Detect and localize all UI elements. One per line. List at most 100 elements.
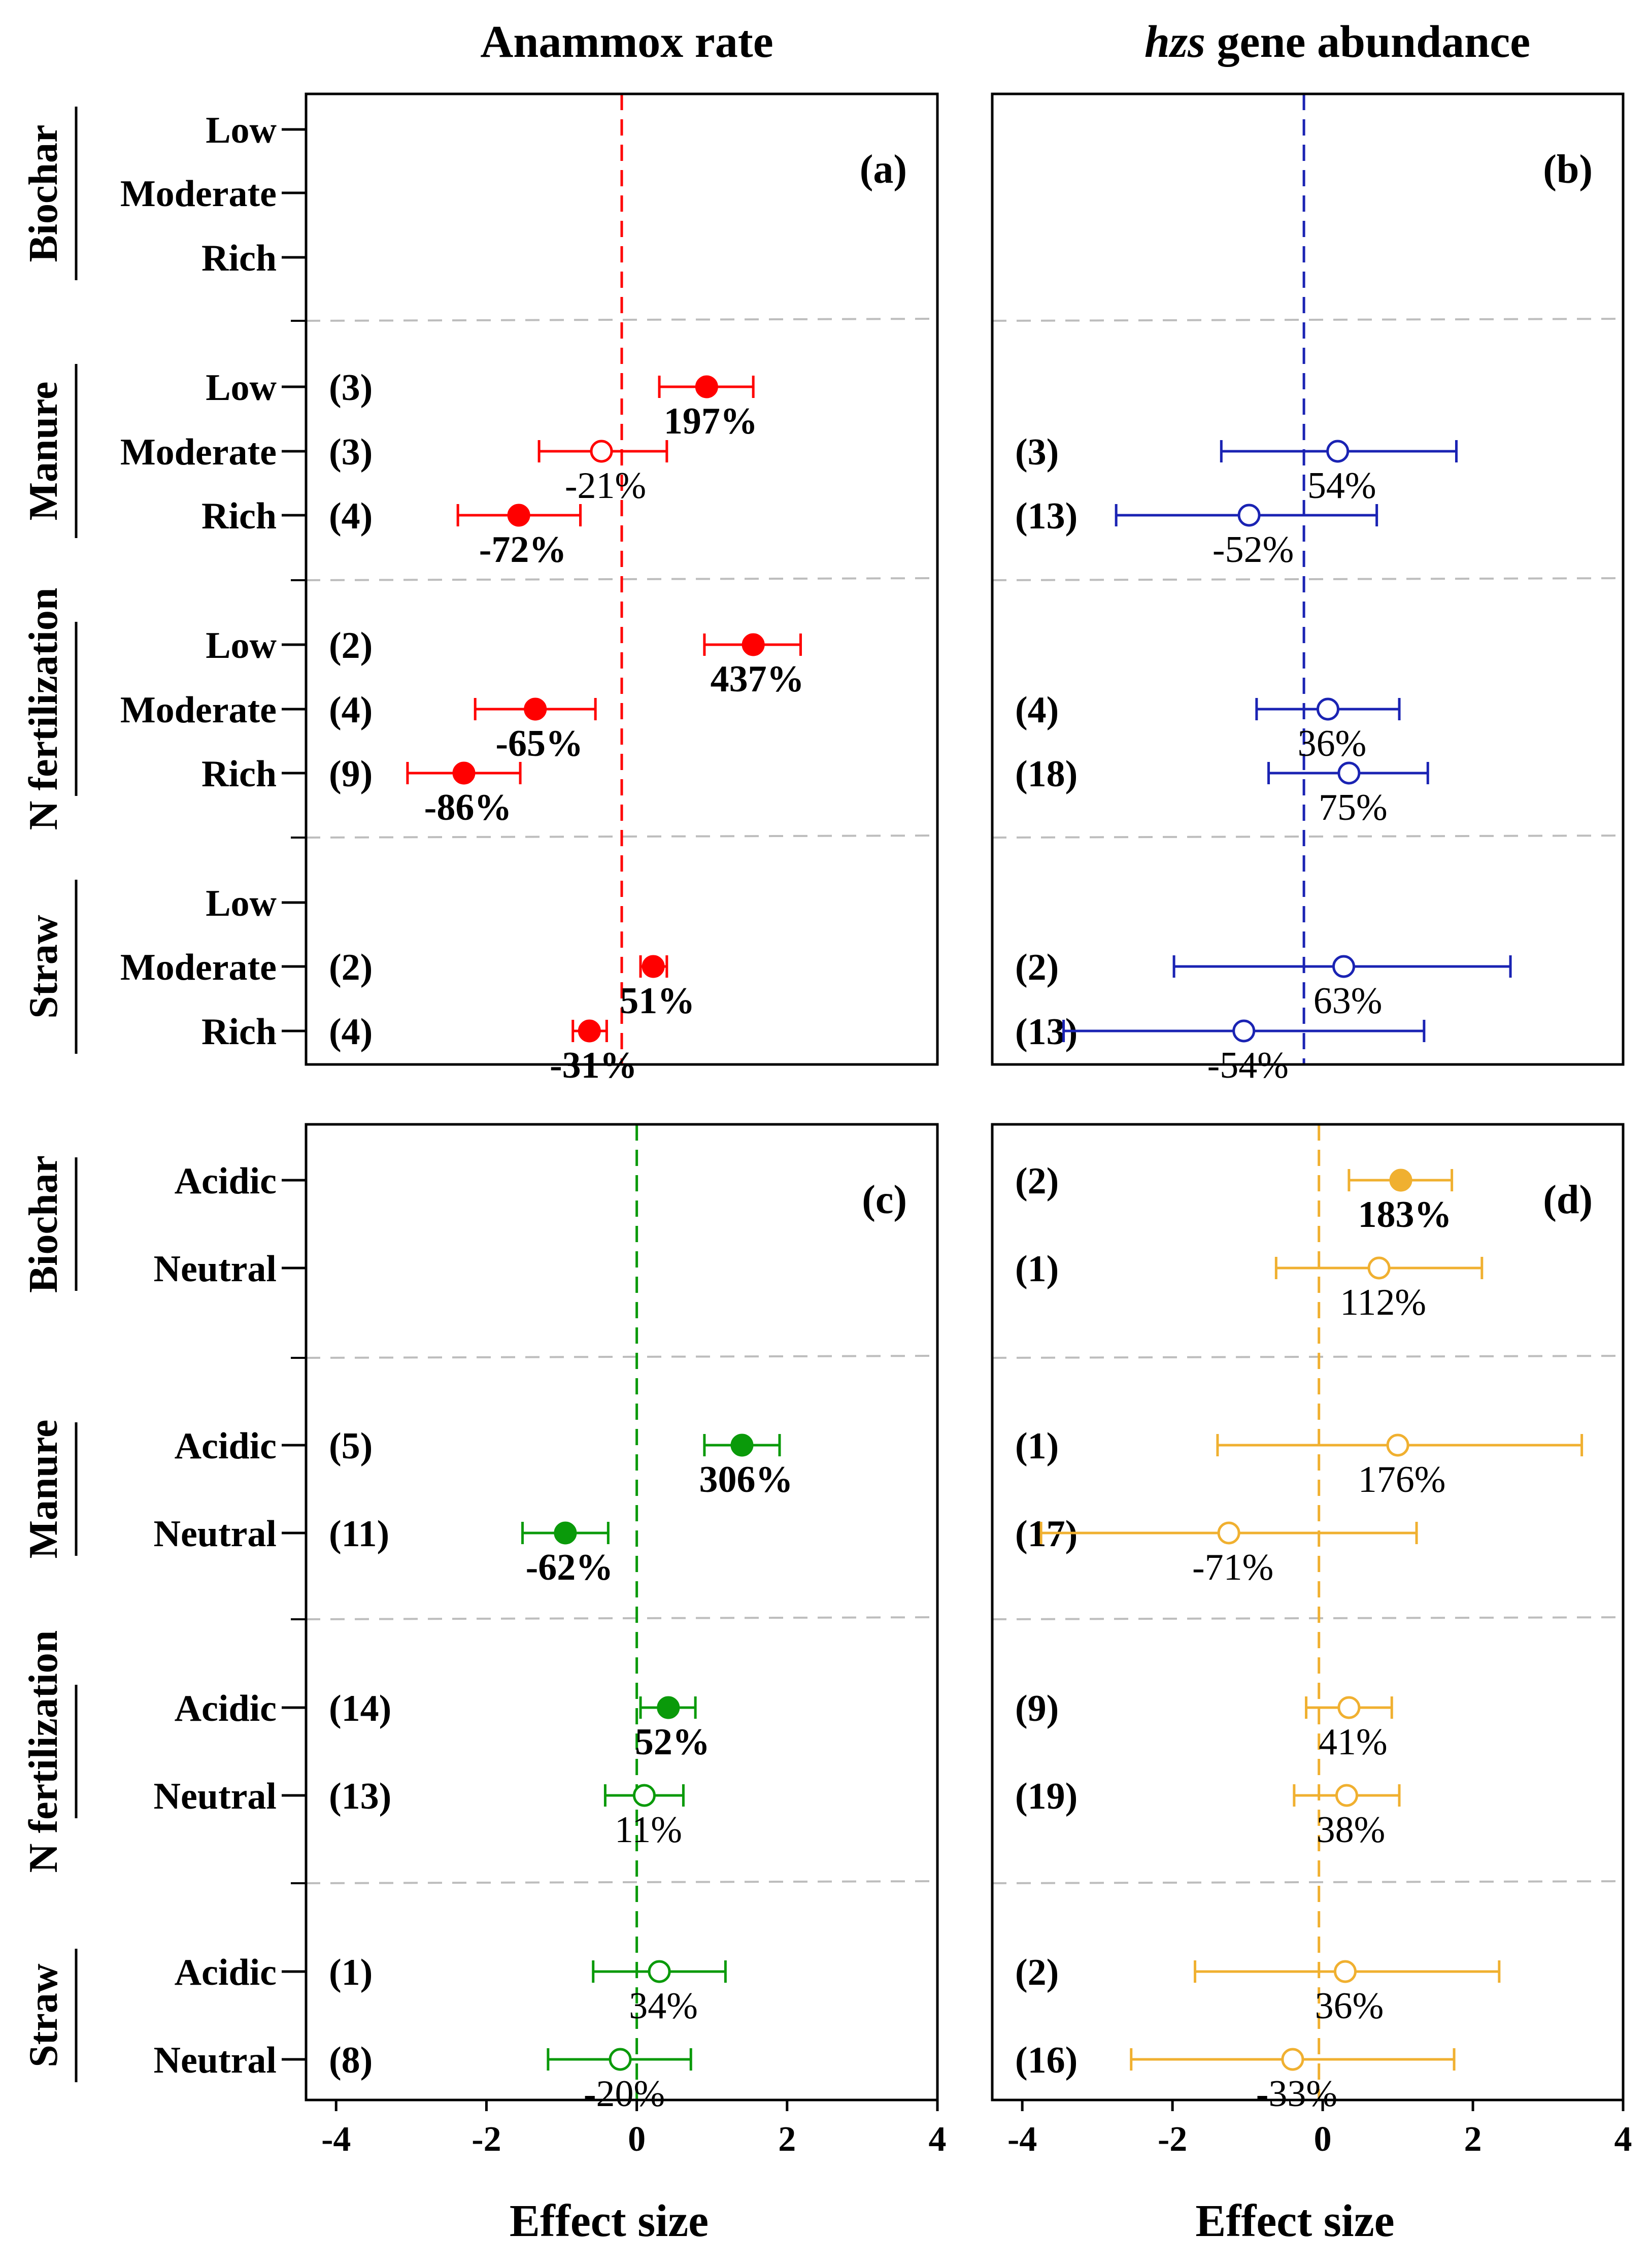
panel-label: (c) (862, 1178, 907, 1222)
column-title-anammox-rate: Anammox rate (480, 17, 773, 67)
category-label: Moderate (120, 431, 277, 473)
sample-size: (3) (1015, 431, 1059, 473)
sample-size: (2) (1015, 1952, 1059, 1993)
group-label-straw: Straw (21, 915, 66, 1019)
percent-change-label: 306% (699, 1459, 793, 1500)
plot-frame (305, 1123, 939, 2102)
sample-size: (9) (1015, 1688, 1059, 1729)
percent-change-label: -52% (1213, 529, 1294, 571)
sample-size: (1) (329, 1952, 373, 1993)
x-tick-label: 4 (1614, 2120, 1632, 2159)
effect-point (1326, 440, 1350, 463)
column-title-hzs-italic: hzs (1144, 17, 1205, 67)
effect-point (1333, 1960, 1357, 1983)
panel-d: (d)(2)183%(1)112%(1)176%(17)-71%(9)41%(1… (991, 1123, 1632, 2246)
category-label: Acidic (175, 1688, 277, 1729)
percent-change-label: -72% (479, 529, 567, 571)
plot-frame (991, 1123, 1625, 2102)
effect-point (648, 1960, 671, 1983)
percent-change-label: 437% (711, 658, 804, 700)
group-label-manure: Manure (21, 1419, 66, 1558)
effect-point-significant (554, 1521, 577, 1545)
sample-size: (1) (1015, 1425, 1059, 1467)
group-separator-line (306, 1880, 938, 1884)
group-separator-line (992, 577, 1624, 581)
sample-size: (9) (329, 753, 373, 795)
category-label: Moderate (120, 947, 277, 988)
category-label: Neutral (154, 1776, 277, 1817)
percent-change-label: 112% (1340, 1282, 1426, 1323)
effect-point (1337, 1696, 1361, 1719)
group-separator-line (992, 318, 1624, 322)
effect-point (1237, 504, 1261, 527)
effect-point-significant (742, 633, 765, 656)
percent-change-label: 36% (1315, 1985, 1384, 2027)
category-label: Rich (201, 495, 277, 537)
x-tick-label: -2 (472, 2120, 501, 2159)
sample-size: (16) (1015, 2040, 1077, 2081)
panel-a: (a) Biochar Low Moderate Rich Manure Low Modera… (21, 92, 939, 1086)
percent-change-label: 11% (615, 1809, 682, 1851)
plot-frame (991, 92, 1625, 1066)
x-axis-title: Effect size (1195, 2196, 1394, 2246)
percent-change-label: 41% (1319, 1721, 1388, 1763)
percent-change-label: -31% (550, 1045, 637, 1086)
effect-point (1386, 1433, 1409, 1457)
percent-change-label: 36% (1298, 723, 1367, 764)
percent-change-label: -33% (1256, 2073, 1337, 2115)
x-tick-label: -4 (321, 2120, 351, 2159)
effect-point (590, 440, 613, 463)
group-separator-line (306, 318, 938, 322)
column-title-gene-abundance: gene abundance (1205, 17, 1530, 67)
category-label: Rich (201, 753, 277, 795)
sample-size: (4) (329, 689, 373, 731)
percent-change-label: -21% (565, 465, 646, 507)
group-label-straw: Straw (21, 1963, 66, 2067)
effect-point (1337, 761, 1361, 785)
panel-label: (d) (1543, 1178, 1593, 1222)
category-label: Acidic (175, 1952, 277, 1993)
category-label: Neutral (154, 1513, 277, 1555)
sample-size: (2) (329, 947, 373, 988)
sample-size: (4) (329, 1011, 373, 1053)
effect-point-significant (730, 1433, 754, 1457)
effect-point (1316, 697, 1339, 721)
x-tick-label: 0 (628, 2120, 646, 2159)
percent-change-label: -54% (1207, 1045, 1289, 1086)
group-label-manure: Manure (21, 381, 66, 520)
sample-size: (13) (1015, 495, 1077, 537)
percent-change-label: 197% (664, 401, 758, 442)
percent-change-label: 63% (1314, 980, 1383, 1022)
group-label-n-fertilization: N fertilization (21, 1630, 66, 1873)
group-label-biochar: Biochar (21, 1155, 66, 1293)
group-separator-line (306, 1616, 938, 1620)
panel-label: (b) (1543, 147, 1593, 192)
percent-change-label: 34% (629, 1985, 698, 2027)
category-label: Moderate (120, 173, 277, 215)
effect-point-significant (695, 375, 718, 398)
effect-point (1367, 1256, 1391, 1280)
effect-point (1232, 1019, 1256, 1043)
x-tick-label: 4 (929, 2120, 947, 2159)
group-separator-line (306, 1355, 938, 1359)
x-tick-label: 0 (1314, 2120, 1332, 2159)
percent-change-label: -65% (495, 723, 583, 764)
panel-b: (b)(3)54%(13)-52%(4)36%(18)75%(2)63%(13)… (991, 92, 1625, 1086)
effect-point (632, 1784, 656, 1807)
percent-change-label: 51% (620, 980, 695, 1022)
group-separator-line (992, 835, 1624, 839)
effect-point-significant (452, 761, 476, 785)
category-label: Low (206, 110, 277, 151)
category-label: Rich (201, 238, 277, 279)
effect-point (1335, 1784, 1358, 1807)
sample-size: (19) (1015, 1776, 1077, 1817)
sample-size: (2) (1015, 947, 1059, 988)
x-axis-title: Effect size (510, 2196, 709, 2246)
effect-point (1332, 955, 1356, 978)
effect-point-significant (578, 1019, 601, 1043)
x-tick-label: 2 (1464, 2120, 1482, 2159)
percent-change-label: 183% (1358, 1194, 1452, 1236)
sample-size: (2) (1015, 1160, 1059, 1202)
percent-change-label: 52% (635, 1721, 710, 1763)
sample-size: (8) (329, 2040, 373, 2081)
